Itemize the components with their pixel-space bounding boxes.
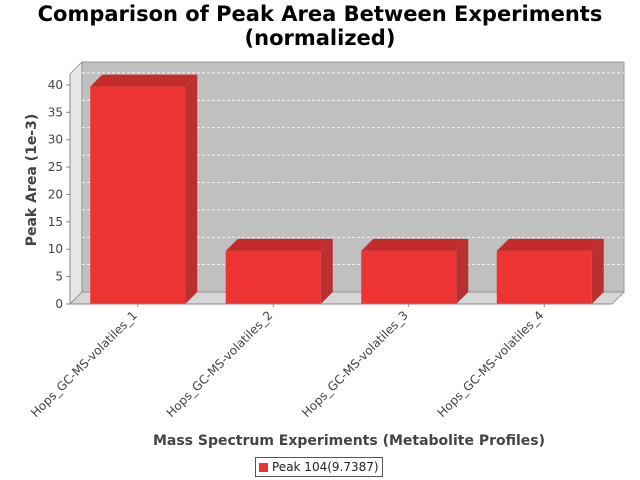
legend-label: Peak 104(9.7387) xyxy=(272,460,379,474)
bar xyxy=(496,238,604,304)
bars xyxy=(90,74,604,304)
bar xyxy=(361,238,469,304)
bar-front xyxy=(90,86,186,304)
chart-title-line-2: (normalized) xyxy=(244,26,396,50)
x-tick-label: Hops_GC-MS-volatiles_1 xyxy=(28,308,140,420)
y-axis-ticks: 0 5 10 15 20 25 30 35 40 xyxy=(48,78,70,311)
x-tick-label: Hops_GC-MS-volatiles_3 xyxy=(299,308,411,420)
y-tick-label: 0 xyxy=(55,297,63,311)
y-axis-label: Peak Area (1e-3) xyxy=(24,114,40,247)
y-tick-label: 35 xyxy=(48,105,63,119)
y-tick-label: 20 xyxy=(48,187,63,201)
x-tick-label: Hops_GC-MS-volatiles_4 xyxy=(435,308,547,420)
bar-front xyxy=(496,250,592,304)
bar-side xyxy=(591,238,604,304)
bar xyxy=(225,238,333,304)
plot-left-wall xyxy=(69,61,83,305)
legend-swatch xyxy=(259,462,268,472)
bar-side xyxy=(320,238,333,304)
y-tick-label: 5 xyxy=(55,270,63,284)
bar xyxy=(90,74,198,304)
legend: Peak 104(9.7387) xyxy=(255,457,383,477)
y-tick-label: 10 xyxy=(48,242,63,256)
y-tick-label: 30 xyxy=(48,133,63,147)
bar-side xyxy=(185,74,198,304)
chart-title: Comparison of Peak Area Between Experime… xyxy=(0,2,640,50)
bar-top xyxy=(361,238,469,251)
bar-top xyxy=(225,238,333,251)
bar-front xyxy=(361,250,457,304)
y-tick-label: 25 xyxy=(48,160,63,174)
bar-side xyxy=(456,238,469,304)
y-tick-label: 15 xyxy=(48,215,63,229)
x-axis-label: Mass Spectrum Experiments (Metabolite Pr… xyxy=(153,433,545,449)
bar-top xyxy=(90,74,198,87)
x-axis-ticks: Hops_GC-MS-volatiles_1 Hops_GC-MS-volatil… xyxy=(28,304,546,420)
bar-top xyxy=(496,238,604,251)
chart-title-line-1: Comparison of Peak Area Between Experime… xyxy=(37,2,603,26)
y-tick-label: 40 xyxy=(48,78,63,92)
x-tick-label: Hops_GC-MS-volatiles_2 xyxy=(164,308,276,420)
bar-front xyxy=(225,250,321,304)
